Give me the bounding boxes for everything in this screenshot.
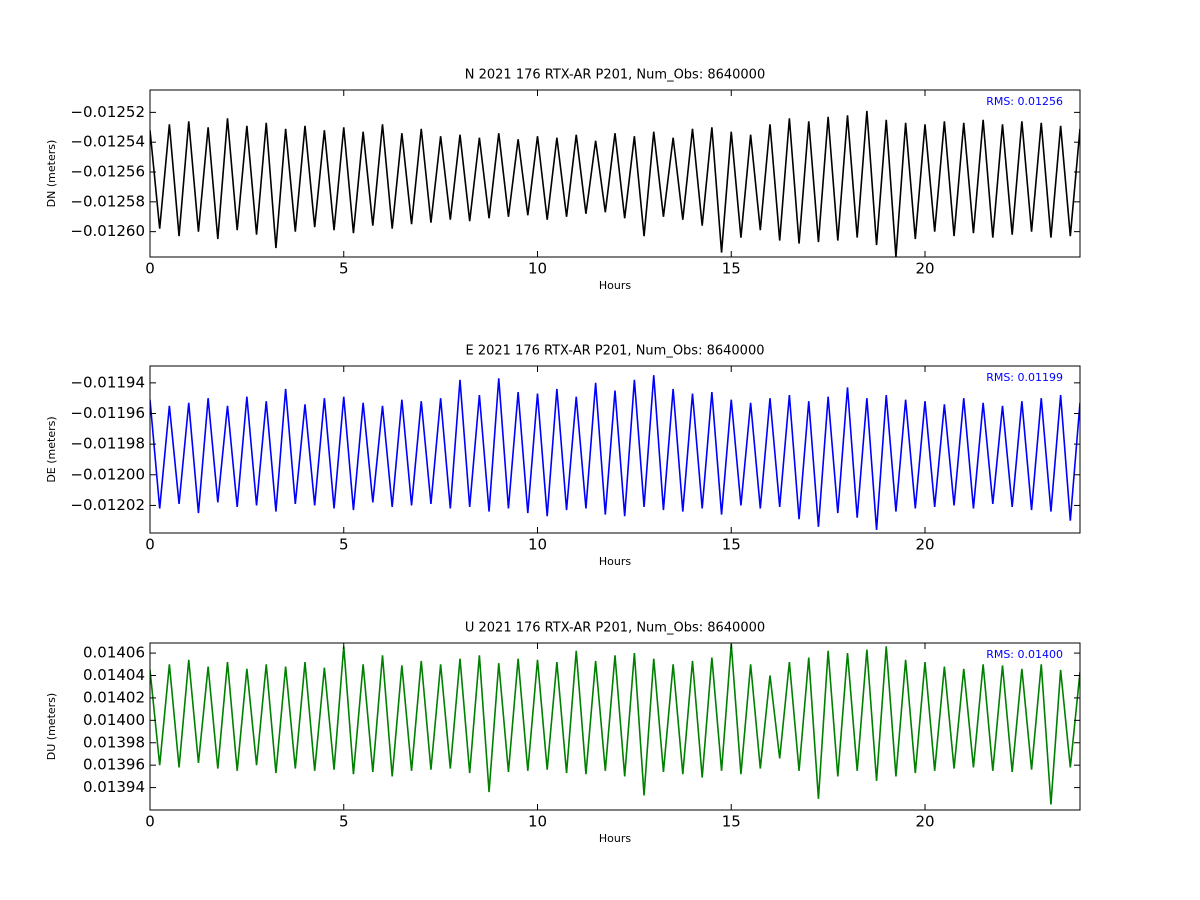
annotation: RMS: 0.01199 bbox=[986, 371, 1063, 384]
x-tick-label: 20 bbox=[915, 813, 934, 831]
y-tick-label: 0.01396 bbox=[83, 756, 145, 774]
x-tick-label: 5 bbox=[339, 813, 349, 831]
data-line bbox=[150, 375, 1080, 530]
x-tick-label: 15 bbox=[722, 813, 741, 831]
x-axis-label: Hours bbox=[599, 555, 631, 568]
x-tick-label: 10 bbox=[528, 536, 547, 554]
axes-frame bbox=[149, 365, 1081, 534]
x-tick-label: 20 bbox=[915, 260, 934, 278]
y-tick-label: −0.01196 bbox=[70, 404, 145, 422]
annotation: RMS: 0.01400 bbox=[986, 648, 1063, 661]
y-tick-label: −0.01260 bbox=[70, 222, 145, 240]
y-axis-label: DN (meters) bbox=[45, 140, 58, 208]
x-tick-label: 5 bbox=[339, 260, 349, 278]
x-axis-label: Hours bbox=[599, 279, 631, 292]
y-tick-label: 0.01398 bbox=[83, 733, 145, 751]
x-tick-label: 0 bbox=[145, 813, 155, 831]
y-tick-label: −0.01200 bbox=[70, 465, 145, 483]
axes-frame bbox=[149, 642, 1081, 811]
x-tick-label: 20 bbox=[915, 536, 934, 554]
x-axis-label: Hours bbox=[599, 832, 631, 845]
y-tick-label: −0.01256 bbox=[70, 163, 145, 181]
x-tick-label: 15 bbox=[722, 536, 741, 554]
plot-area bbox=[150, 644, 1080, 805]
y-axis-label: DU (meters) bbox=[45, 693, 58, 760]
plot-area bbox=[150, 375, 1080, 530]
panel-title: U 2021 176 RTX-AR P201, Num_Obs: 8640000 bbox=[465, 621, 765, 636]
y-tick-label: 0.01404 bbox=[83, 666, 145, 684]
y-tick-label: 0.01394 bbox=[83, 778, 145, 796]
x-tick-label: 0 bbox=[145, 536, 155, 554]
x-tick-label: 5 bbox=[339, 536, 349, 554]
y-axis-label: DE (meters) bbox=[45, 416, 58, 482]
y-tick-label: 0.01406 bbox=[83, 644, 145, 662]
x-tick-label: 10 bbox=[528, 260, 547, 278]
y-tick-label: −0.01194 bbox=[70, 373, 145, 391]
axes-frame bbox=[149, 89, 1081, 258]
y-tick-label: −0.01202 bbox=[70, 496, 145, 514]
y-tick-label: 0.01400 bbox=[83, 711, 145, 729]
y-tick-label: −0.01254 bbox=[70, 133, 145, 151]
panel-title: E 2021 176 RTX-AR P201, Num_Obs: 8640000 bbox=[466, 344, 765, 359]
x-tick-label: 10 bbox=[528, 813, 547, 831]
y-tick-label: −0.01258 bbox=[70, 192, 145, 210]
y-tick-label: −0.01252 bbox=[70, 103, 145, 121]
y-tick-label: −0.01198 bbox=[70, 435, 145, 453]
plot-area bbox=[150, 110, 1080, 257]
annotation: RMS: 0.01256 bbox=[986, 95, 1063, 108]
data-line bbox=[150, 644, 1080, 805]
x-tick-label: 0 bbox=[145, 260, 155, 278]
x-tick-label: 15 bbox=[722, 260, 741, 278]
data-line bbox=[150, 110, 1080, 257]
panel-title: N 2021 176 RTX-AR P201, Num_Obs: 8640000 bbox=[465, 68, 765, 83]
y-tick-label: 0.01402 bbox=[83, 688, 145, 706]
